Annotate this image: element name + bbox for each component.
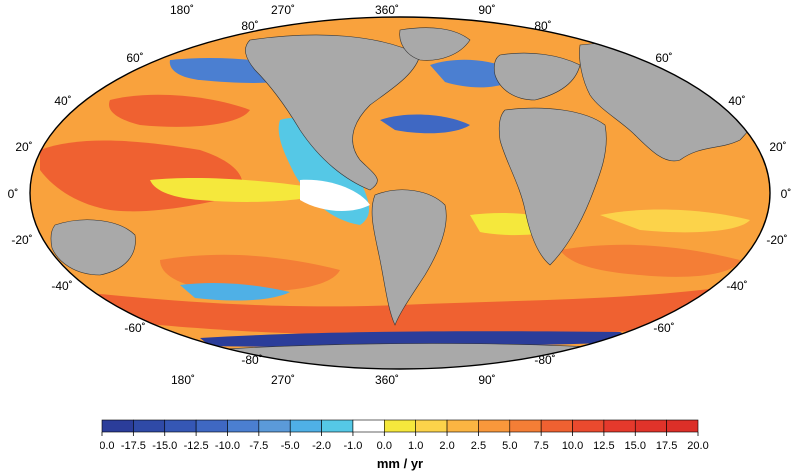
right-lat-label: -40˚ [726,279,747,293]
colorbar-tick-label: -5.0 [281,440,300,452]
left-lat-label: 80˚ [241,19,258,33]
indian-yellow [600,209,750,233]
greenland [399,27,471,61]
left-lat-label: 40˚ [54,94,71,108]
left-lat-label: -60˚ [124,321,145,335]
bottom-lon-label: 270˚ [271,373,295,387]
right-lat-label: 40˚ [728,94,745,108]
north-pacific-warm-zone [109,94,251,127]
left-lat-label: 20˚ [15,140,32,154]
colorbar-tick-label: -1.0 [343,440,362,452]
right-lat-label: -60˚ [653,321,674,335]
antarctic-blue-fringe [200,331,640,348]
colorbar-swatch [603,419,636,433]
colorbar-tick-label: 20.0 [687,440,708,452]
colorbar-tick-label: -7.5 [249,440,268,452]
colorbar-tick-label: -2.0 [312,440,331,452]
colorbar-tick-label: 5.0 [502,440,517,452]
right-lat-label: 60˚ [655,51,672,65]
colorbar-swatch [101,419,134,433]
bottom-lon-label: 90˚ [478,373,495,387]
left-lat-label: -40˚ [51,279,72,293]
colorbar-tick-label: 2.5 [471,440,486,452]
colorbar-swatch [352,419,385,433]
colorbar-swatch [133,419,166,433]
colorbar-swatch [289,419,322,433]
left-lat-label: -80˚ [241,353,262,367]
colorbar-swatch [415,419,448,433]
top-lon-label: 180˚ [170,3,194,17]
east-pacific-white-zone [300,179,370,212]
colorbar: -20.0 -17.5 -15.0 -12.5 -10.0 -7.5 -5.0 -2.0 -1.… [100,419,709,452]
right-lat-label: 20˚ [769,140,786,154]
colorbar-tick-label: -12.5 [184,440,209,452]
colorbar-swatch [446,419,479,433]
bottom-lon-label: 360˚ [375,373,399,387]
colorbar-swatch [540,419,573,433]
bottom-lon-label: 180˚ [171,373,195,387]
colorbar-unit-label: mm / yr [376,456,424,471]
southern-ocean-blue-patch [180,282,290,301]
central-pacific-yellow [150,178,330,202]
colorbar-tick-label: 17.5 [656,440,677,452]
right-lat-label: -20˚ [766,233,787,247]
colorbar-tick-label: -20.0 [100,440,115,452]
colorbar-tick-label: 2.0 [439,440,454,452]
top-lon-label: 90˚ [478,3,495,17]
colorbar-tick-label: -15.0 [152,440,177,452]
colorbar-tick-label: -10.0 [215,440,240,452]
right-lat-label: -80˚ [534,353,555,367]
right-lat-label: 80˚ [534,19,551,33]
colorbar-tick-label: 1.0 [408,440,423,452]
colorbar-swatch [321,419,354,433]
right-lat-label: 0˚ [781,187,792,201]
colorbar-swatch [478,419,511,433]
colorbar-swatch [195,419,228,433]
colorbar-swatch [384,419,416,433]
colorbar-swatch [164,419,197,433]
colorbar-tick-label: 10.0 [562,440,583,452]
australia [50,219,136,276]
globe-outline [29,16,771,370]
colorbar-swatch [509,419,542,433]
colorbar-tick-label: 15.0 [625,440,646,452]
north-atlantic-blue-band [380,114,470,134]
south-ocean-warm-band [60,285,760,337]
europe [493,52,581,101]
colorbar-swatch [634,419,667,433]
left-lat-label: 0˚ [8,187,19,201]
top-lon-label: 360˚ [375,3,399,17]
south-america [371,189,447,326]
colorbar-swatch [572,419,605,433]
colorbar-swatch [258,419,291,433]
colorbar-swatch [666,419,699,433]
left-lat-label: -20˚ [11,233,32,247]
colorbar-tick-label: -17.5 [121,440,146,452]
colorbar-tick-label: 12.5 [593,440,614,452]
indian-ocean-warm-zone [560,244,740,277]
colorbar-tick-label: 0.0 [377,440,392,452]
south-pacific-warm-zone [160,254,340,292]
colorbar-tick-label: 7.5 [534,440,549,452]
africa [498,107,607,266]
colorbar-swatch [227,419,260,433]
top-lon-label: 270˚ [271,3,295,17]
left-lat-label: 60˚ [126,51,143,65]
